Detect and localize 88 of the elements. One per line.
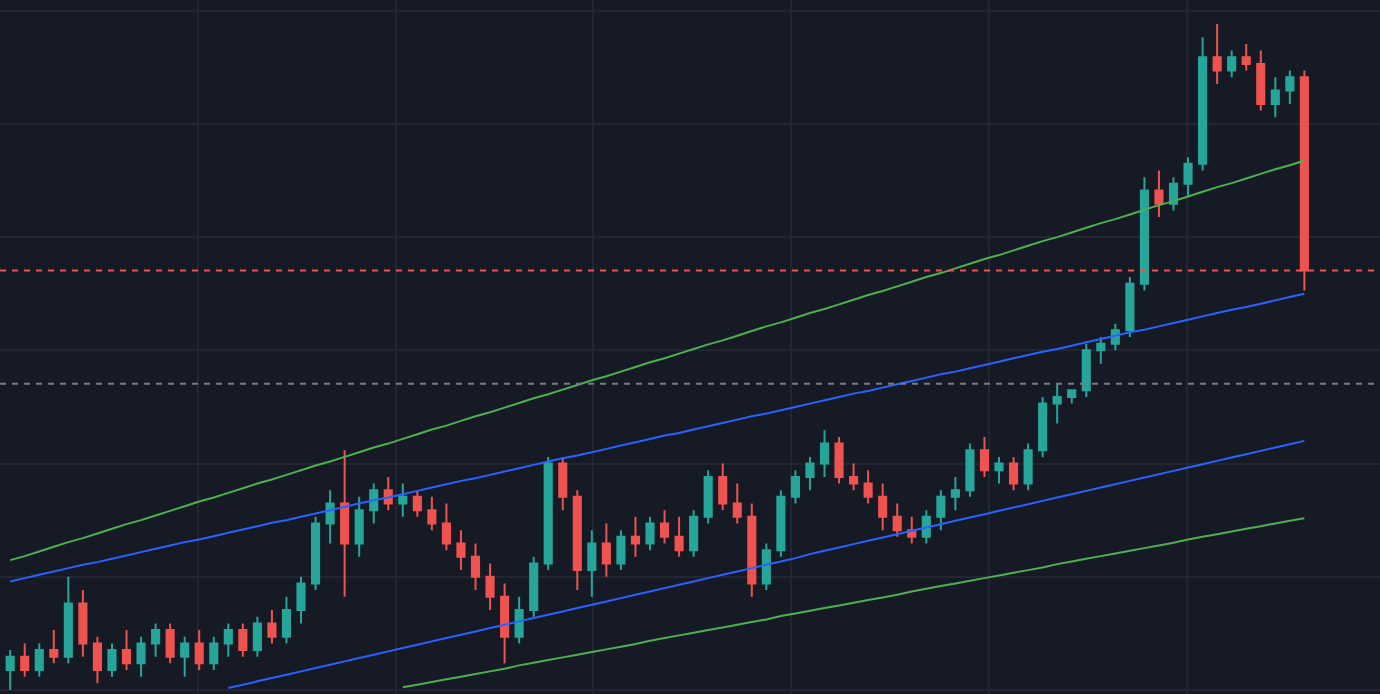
candlestick (456, 529, 466, 572)
candlestick (616, 529, 626, 572)
candlestick (412, 489, 422, 518)
candlestick (1154, 169, 1164, 219)
candlestick (223, 622, 233, 658)
candlestick (209, 635, 219, 672)
candlestick (136, 635, 146, 678)
candlestick (601, 522, 611, 578)
candlestick (427, 495, 437, 532)
candlestick (863, 469, 873, 505)
candlestick (732, 482, 742, 525)
candlestick (1023, 442, 1033, 492)
candlestick (325, 489, 335, 545)
candlestick (180, 635, 190, 678)
candlestick (485, 562, 495, 612)
candlestick (296, 575, 306, 625)
candlestick (398, 482, 408, 518)
candlestick (703, 469, 713, 525)
candlestick (1212, 22, 1222, 85)
candlestick (63, 575, 73, 665)
candlestick (747, 502, 757, 598)
candlestick (49, 629, 59, 665)
candlestick (1139, 176, 1149, 292)
candlestick (5, 649, 15, 691)
candlestick (1241, 42, 1251, 72)
candlestick (238, 622, 248, 658)
candlestick (34, 642, 44, 678)
candlestick (340, 449, 350, 598)
candlestick (921, 509, 931, 545)
candlestick (1008, 455, 1019, 492)
candlestick (92, 635, 102, 685)
candlestick (1067, 389, 1077, 405)
candlestick (1168, 176, 1179, 212)
candlestick (776, 489, 786, 558)
candlestick (441, 502, 451, 552)
candlestick (1183, 156, 1193, 199)
candlestick (790, 469, 800, 505)
candlestick (1270, 76, 1280, 119)
candlestick (558, 455, 568, 512)
candlestick (892, 502, 902, 538)
candlestick (979, 435, 990, 478)
candlestick (500, 582, 510, 665)
candlestick (878, 482, 888, 532)
candlestick (78, 589, 88, 658)
candlestick (834, 435, 844, 485)
candlestick (151, 622, 161, 658)
candlestick (165, 622, 175, 665)
candlestick (1256, 49, 1266, 112)
candlestick (267, 609, 277, 645)
candlestick (543, 455, 553, 572)
candlestick (994, 455, 1004, 485)
candlestick (819, 429, 830, 478)
candlestick (572, 489, 582, 592)
candlestick (645, 515, 655, 552)
candlestick (529, 555, 539, 618)
candlestick (121, 629, 132, 672)
candlestick (383, 475, 393, 512)
candlestick (805, 455, 815, 492)
candlestick (1198, 36, 1208, 172)
candlestick (1052, 382, 1062, 425)
candlestick (20, 642, 30, 678)
candlestick (587, 529, 597, 598)
candlestick (1081, 342, 1091, 398)
candlestick (936, 489, 946, 532)
candlestick (965, 442, 975, 498)
candlestick (281, 595, 292, 645)
candlestick (718, 462, 728, 512)
candlestick (107, 642, 117, 678)
candlestick (849, 462, 859, 492)
candlestick (1227, 49, 1237, 79)
candlestick (689, 509, 699, 558)
candlestick (311, 515, 321, 592)
candlestick (1125, 276, 1135, 338)
candlestick (630, 515, 641, 558)
candlestick (1285, 69, 1295, 105)
candlestick (659, 509, 670, 545)
candlestick (252, 615, 262, 658)
candlestick (1096, 336, 1106, 365)
candlestick (950, 475, 960, 512)
candlestick (674, 515, 684, 558)
candlestick (470, 542, 481, 592)
candlestick (514, 595, 524, 645)
candlestick (761, 542, 771, 592)
candlestick (1038, 395, 1048, 458)
candlestick (369, 482, 379, 525)
candlestick (1110, 322, 1120, 352)
candlestick (194, 629, 204, 672)
candlestick (354, 495, 364, 558)
